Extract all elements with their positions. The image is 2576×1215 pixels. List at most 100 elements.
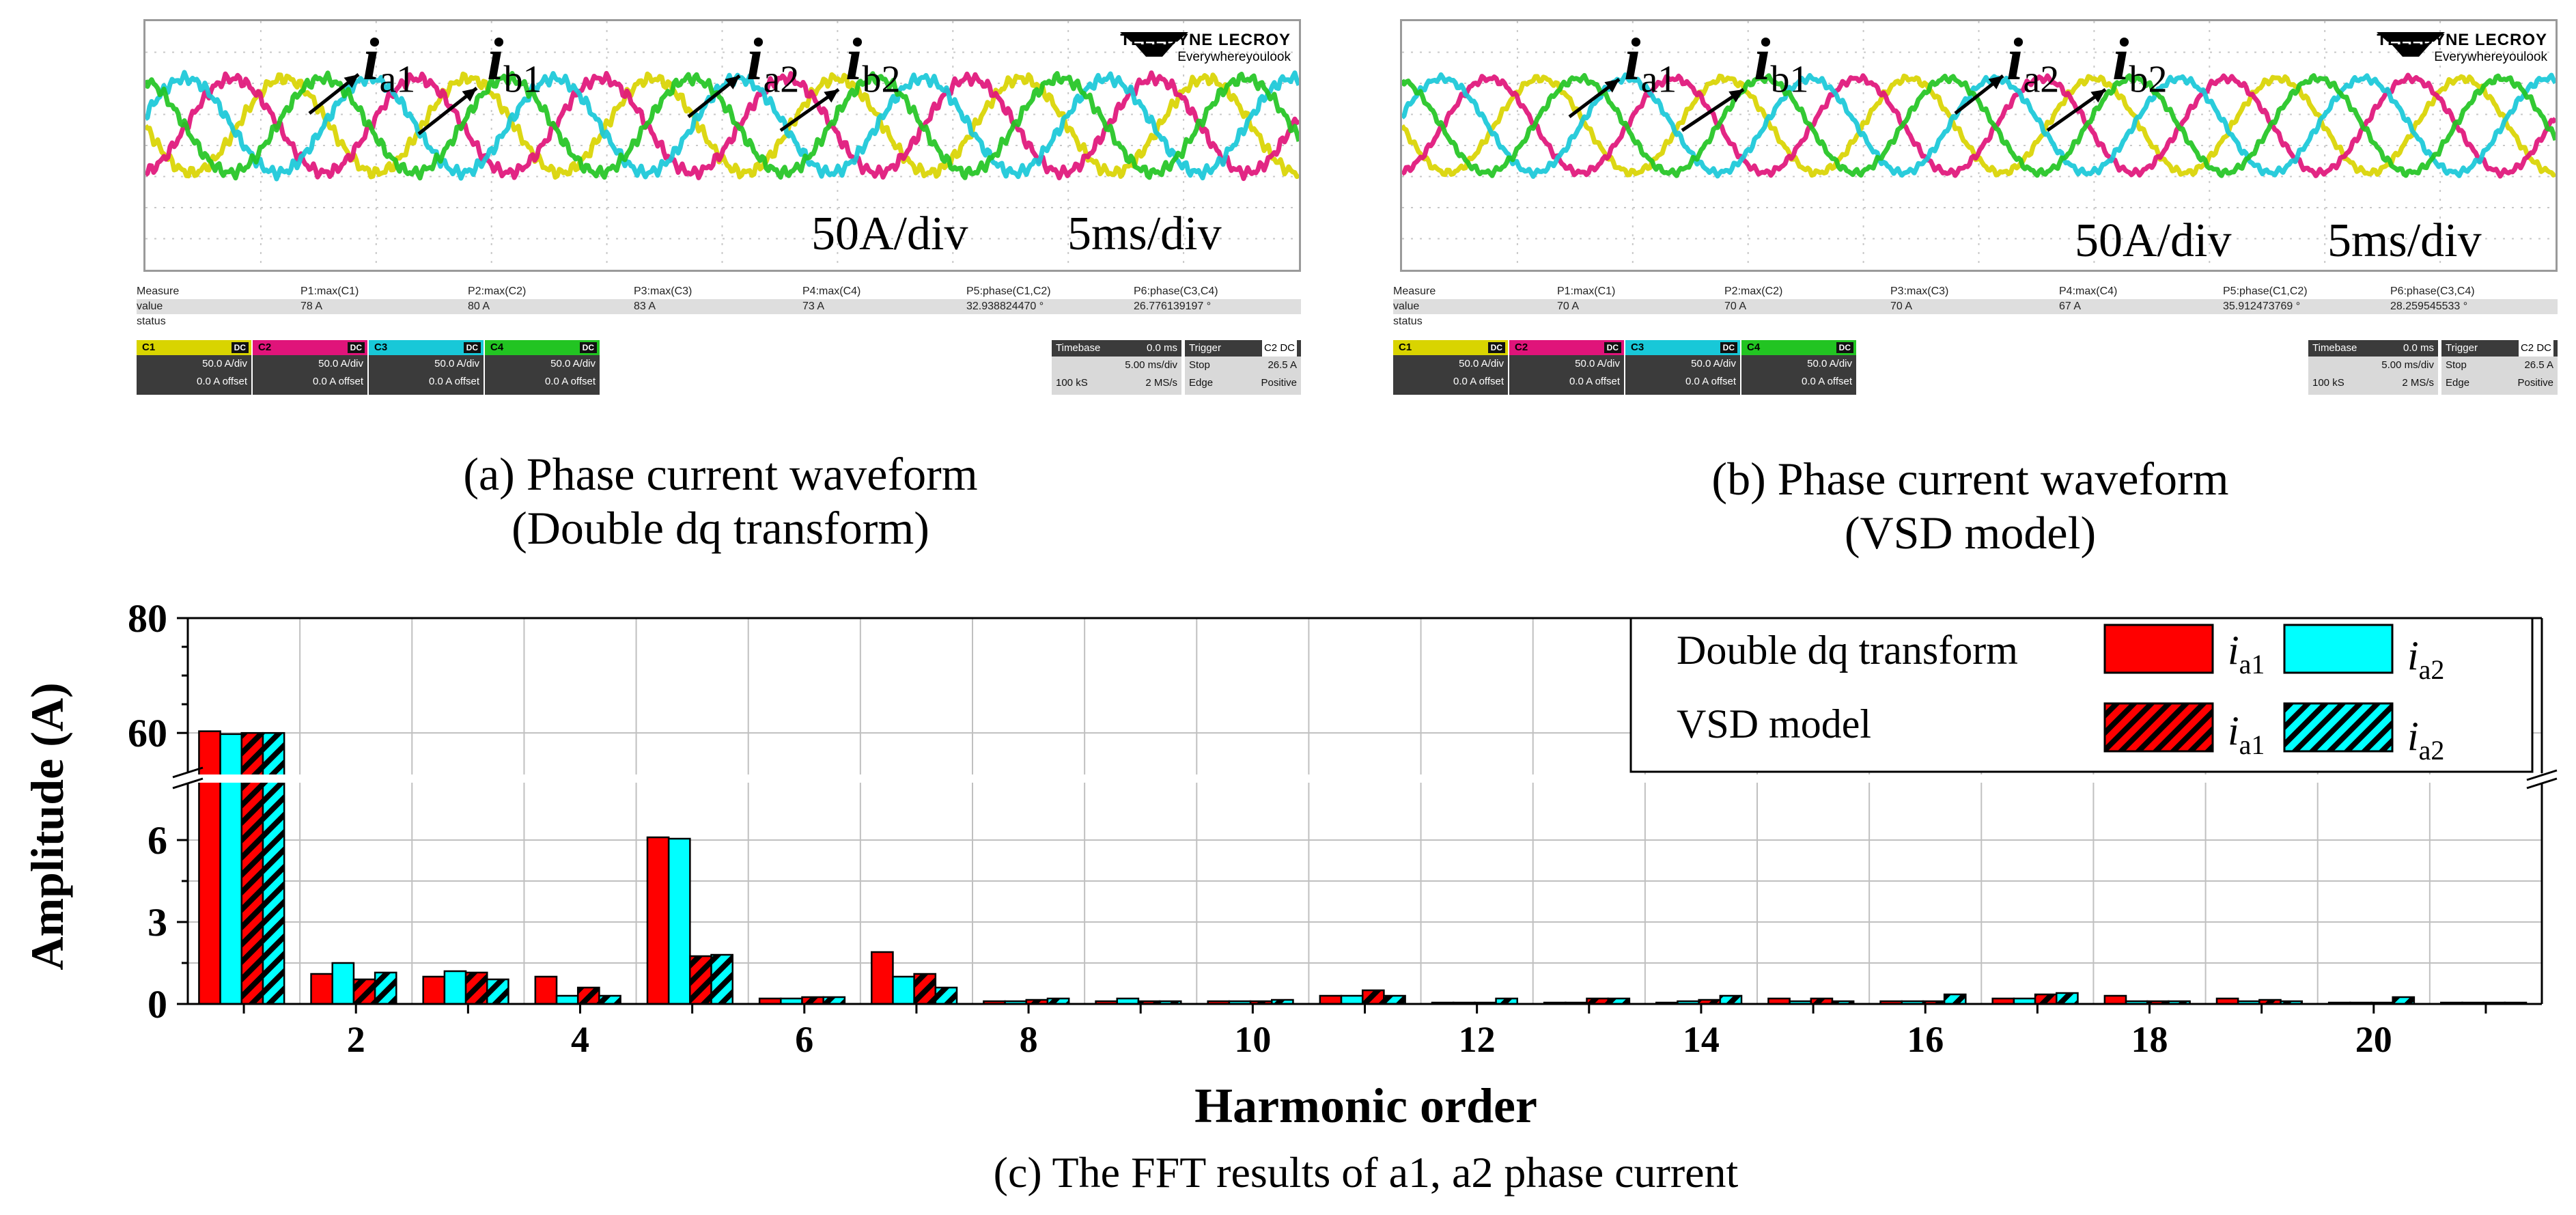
caption-b: (b) Phase current waveform (VSD model): [1711, 453, 2229, 559]
measure-status-row: status: [137, 316, 166, 327]
channel-c3-box[interactable]: C3 DC 50.0 A/div 0.0 A offset: [369, 340, 484, 395]
label-ib1: ib1: [487, 27, 542, 101]
bar-4-h5: [710, 953, 733, 1005]
legend-label-vsd-a2: ia2: [2407, 714, 2444, 766]
bar-4-h3: [486, 978, 509, 1005]
legend-label-vsd-a1: ia1: [2228, 708, 2265, 760]
label-ib2: ib2: [845, 27, 901, 101]
x-tick-label: 20: [2355, 1019, 2392, 1060]
arrow-head: [1604, 79, 1619, 93]
measure-table-a: Measure P1:max(C1) P2:max(C2) P3:max(C3)…: [137, 284, 1301, 329]
waveform-plot-a: [145, 21, 1299, 270]
label-ib1: ib1: [1754, 27, 1809, 101]
time-scale-label: 5ms/div: [1067, 208, 1222, 260]
x-tick-label: 12: [1459, 1019, 1496, 1060]
legend-swatch-vsd-a2: [2283, 702, 2394, 753]
axis-break-band: [174, 774, 2556, 783]
bar-1-h7: [871, 951, 894, 1005]
bar-3-h2: [352, 978, 376, 1005]
axis-break-mark: [2526, 777, 2558, 790]
amp-scale-label: 50A/div: [2075, 214, 2232, 267]
label-ia2: ia2: [746, 27, 800, 101]
legend-label-dq-a2: ia2: [2407, 633, 2444, 685]
time-scale-label: 5ms/div: [2327, 214, 2482, 267]
y-tick-label: 6: [148, 818, 167, 863]
lecroy-logo-icon: [1120, 32, 1189, 57]
channel-c2-box[interactable]: C2 DC 50.0 A/div 0.0 A offset: [1509, 340, 1624, 395]
measure-table-b: Measure P1:max(C1) P2:max(C2) P3:max(C3)…: [1393, 284, 2558, 329]
arrow-head: [344, 74, 359, 88]
label-ia2: ia2: [2006, 27, 2060, 101]
bar-3-h5: [689, 955, 712, 1005]
chart-legend: Double dq transform VSD model ia1 ia2 ia…: [1629, 617, 2534, 773]
arrow-head: [2090, 89, 2105, 103]
legend-label-dq-a1: ia1: [2228, 628, 2265, 680]
brand-logo-b: TELEDYNE LECROY Everywhereyoulook: [2377, 31, 2547, 65]
bar-1-h4: [534, 975, 558, 1005]
bar-1-h5: [646, 836, 670, 1005]
y-tick-label: 3: [148, 900, 167, 945]
caption-a: (a) Phase current waveform (Double dq tr…: [463, 448, 978, 554]
axis-break-mark: [172, 777, 204, 790]
y-tick-label: 80: [128, 596, 167, 641]
channel-c3-box[interactable]: C3 DC 50.0 A/div 0.0 A offset: [1625, 340, 1740, 395]
label-ib2: ib2: [2112, 27, 2168, 101]
arrow-head: [1728, 89, 1744, 102]
bar-1-h11: [1319, 994, 1343, 1005]
channel-c4-box[interactable]: C4 DC 50.0 A/div 0.0 A offset: [1741, 340, 1856, 395]
x-tick-label: 2: [347, 1019, 365, 1060]
lecroy-logo-icon: [2377, 32, 2446, 57]
bar-2-h3: [443, 970, 467, 1005]
channel-c1-box[interactable]: C1 DC 50.0 A/div 0.0 A offset: [137, 340, 251, 395]
trigger-box[interactable]: Trigger C2 DC Stop 26.5 A Edge Positive: [2441, 340, 2558, 395]
scope-screen-a: TELEDYNE LECROY Everywhereyoulook ia1 ib…: [143, 19, 1301, 272]
x-tick-label: 6: [795, 1019, 813, 1060]
channel-row-a: C1 DC 50.0 A/div 0.0 A offset C2 DC 50.0 A…: [137, 340, 1301, 395]
legend-group2-label: VSD model: [1677, 701, 1871, 746]
trace-c4: [1402, 72, 2556, 178]
channel-c4-box[interactable]: C4 DC 50.0 A/div 0.0 A offset: [485, 340, 600, 395]
trace-c3: [145, 70, 1299, 182]
label-ia1: ia1: [363, 27, 416, 101]
bar-4-h4: [598, 994, 621, 1005]
timebase-box[interactable]: Timebase 0.0 ms 5.00 ms/div 100 kS 2 MS/s: [2308, 340, 2438, 395]
bar-3-h4: [576, 986, 600, 1005]
brand-tagline: Everywhereyoulook: [1177, 50, 1291, 64]
y-tick-label: 60: [128, 711, 167, 755]
measure-header-row: Measure P1:max(C1) P2:max(C2) P3:max(C3)…: [1393, 285, 2475, 297]
bar-3-h3: [464, 971, 488, 1005]
timebase-box[interactable]: Timebase 0.0 ms 5.00 ms/div 100 kS 2 MS/s: [1052, 340, 1181, 395]
measure-header-row: Measure P1:max(C1) P2:max(C2) P3:max(C3)…: [137, 285, 1218, 297]
trigger-box[interactable]: Trigger C2 DC Stop 26.5 A Edge Positive: [1185, 340, 1301, 395]
bar-3-h17: [2034, 993, 2058, 1005]
chart-caption: (c) The FFT results of a1, a2 phase curr…: [994, 1148, 1739, 1197]
bar-1-h3: [422, 975, 446, 1005]
bar-2-h7: [892, 975, 915, 1005]
bar-2-h2: [331, 962, 355, 1005]
x-tick-label: 18: [2131, 1019, 2168, 1060]
y-axis-title: Amplitude (A): [21, 682, 73, 970]
bar-1-h1: [198, 730, 221, 1005]
channel-c2-box[interactable]: C2 DC 50.0 A/div 0.0 A offset: [253, 340, 367, 395]
bar-1-h18: [2103, 994, 2127, 1005]
scope-panel-a: TELEDYNE LECROY Everywhereyoulook ia1 ib…: [137, 19, 1301, 402]
channel-c1-box[interactable]: C1 DC 50.0 A/div 0.0 A offset: [1393, 340, 1508, 395]
trace-c1: [1402, 73, 2556, 178]
legend-swatch-vsd-a1: [2103, 702, 2214, 753]
arrow-head: [1988, 76, 2003, 89]
brand-logo-a: TELEDYNE LECROY Everywhereyoulook: [1120, 31, 1291, 65]
bar-2-h11: [1340, 994, 1364, 1005]
legend-swatch-dq-a2: [2283, 624, 2394, 674]
bar-3-h1: [240, 731, 264, 1005]
scope-panel-b: TELEDYNE LECROY Everywhereyoulook ia1 ib…: [1393, 19, 2558, 402]
bar-4-h1: [262, 731, 285, 1005]
brand-tagline: Everywhereyoulook: [2434, 50, 2547, 64]
bar-4-h11: [1383, 994, 1406, 1005]
bar-3-h7: [913, 973, 937, 1005]
bar-4-h2: [374, 971, 397, 1005]
measure-value-row: value 70 A 70 A 70 A 67 A 35.912473769 °…: [1393, 299, 2558, 314]
arrow-head: [824, 89, 839, 103]
axis-break-mark: [2526, 769, 2558, 781]
bar-4-h14: [1719, 994, 1743, 1005]
chart-grid: [188, 617, 2543, 1004]
